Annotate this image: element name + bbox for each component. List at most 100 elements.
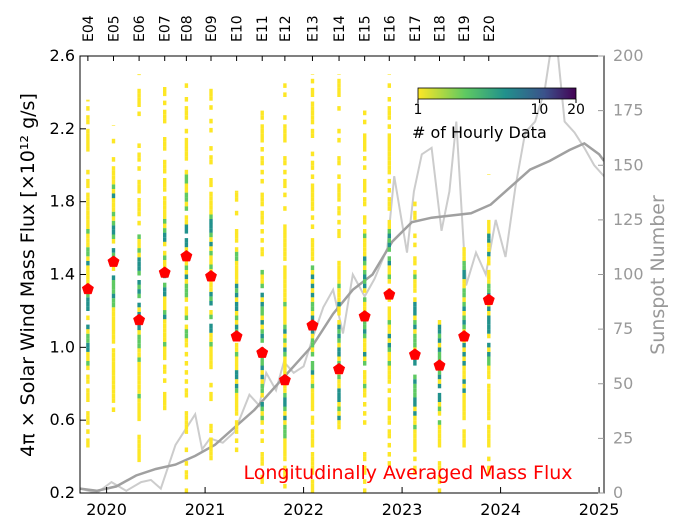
flux-segment [283, 383, 287, 389]
flux-segment [260, 110, 264, 116]
flux-segment [86, 269, 90, 275]
flux-segment [462, 260, 466, 266]
flux-segment [86, 142, 90, 148]
flux-segment [310, 433, 315, 439]
flux-segment [260, 292, 264, 298]
flux-segment [413, 447, 417, 453]
flux-segment [111, 398, 116, 403]
colorbar-gradient [417, 87, 577, 100]
encounter-label: E19 [457, 15, 473, 42]
encounter-label: E09 [204, 15, 220, 42]
flux-segment [283, 324, 287, 330]
flux-segment [413, 415, 417, 421]
flux-segment [387, 219, 391, 225]
flux-segment [310, 238, 315, 243]
flux-segment [283, 301, 287, 307]
flux-segment [387, 329, 391, 334]
flux-segment [111, 307, 116, 312]
flux-segment [184, 215, 189, 220]
flux-segment [111, 202, 116, 208]
flux-segment [283, 438, 287, 443]
flux-segment [462, 374, 466, 380]
flux-segment [111, 366, 116, 372]
flux-segment [310, 452, 315, 457]
flux-segment [137, 348, 141, 353]
flux-segment [337, 356, 341, 361]
flux-segment [260, 247, 264, 252]
flux-segment [437, 397, 442, 402]
flux-segment [234, 306, 239, 311]
flux-segment [462, 388, 466, 393]
flux-segment [111, 293, 116, 299]
flux-segment [111, 334, 116, 340]
flux-segment [86, 351, 90, 357]
flux-segment [137, 393, 141, 399]
flux-segment [310, 429, 315, 434]
flux-segment [363, 256, 367, 261]
flux-segment [209, 332, 213, 338]
y-right-tick-label: 100 [613, 265, 644, 284]
flux-segment [310, 292, 315, 298]
flux-segment [137, 102, 141, 107]
flux-segment [413, 361, 417, 366]
flux-segment [184, 229, 189, 234]
flux-segment [413, 397, 417, 402]
flux-segment [260, 274, 264, 280]
flux-segment [234, 297, 239, 302]
flux-segment [137, 375, 141, 381]
flux-segment [310, 329, 315, 334]
flux-segment [437, 347, 442, 352]
flux-segment [163, 332, 167, 338]
flux-segment [234, 265, 239, 270]
flux-segment [310, 342, 315, 348]
flux-segment [337, 279, 341, 284]
flux-segment [363, 306, 367, 311]
flux-segment [310, 361, 315, 366]
flux-segment [209, 159, 213, 165]
flux-segment [387, 188, 391, 193]
flux-segment [234, 388, 239, 393]
flux-segment [462, 406, 466, 412]
x-tick-label: 2022 [283, 500, 324, 519]
flux-segment [209, 255, 213, 260]
flux-segment [363, 361, 367, 366]
flux-segment [184, 183, 189, 189]
flux-segment [387, 233, 391, 239]
flux-segment [363, 488, 367, 493]
flux-segment [184, 156, 189, 161]
flux-segment [163, 241, 167, 247]
flux-segment [86, 374, 90, 380]
flux-segment [487, 283, 491, 289]
average-marker-E16 [383, 288, 396, 300]
flux-segment [86, 392, 90, 398]
flux-segment [137, 220, 141, 226]
flux-strip-E19 [462, 247, 466, 448]
flux-segment [260, 215, 264, 220]
flux-segment [184, 147, 189, 152]
flux-segment [260, 411, 264, 416]
plot-frame [79, 55, 605, 494]
flux-segment [387, 351, 391, 357]
flux-segment [86, 133, 90, 138]
flux-segment [260, 115, 264, 120]
flux-segment [86, 219, 90, 225]
flux-segment [462, 315, 466, 321]
flux-segment [260, 338, 264, 343]
flux-segment [310, 247, 315, 252]
flux-segment [310, 420, 315, 425]
flux-segment [260, 201, 264, 207]
flux-segment [310, 74, 315, 75]
flux-segment [363, 233, 367, 239]
flux-segment [387, 356, 391, 361]
flux-segment [462, 251, 466, 257]
flux-segment [462, 297, 466, 302]
flux-segment [209, 364, 213, 370]
flux-segment [86, 356, 90, 361]
flux-segment [86, 215, 90, 220]
flux-segment [283, 452, 287, 457]
flux-segment [234, 210, 239, 216]
flux-segment [137, 152, 141, 158]
colorbar-label: # of Hourly Data [412, 123, 547, 142]
flux-segment [137, 202, 141, 208]
flux-segment [363, 197, 367, 202]
